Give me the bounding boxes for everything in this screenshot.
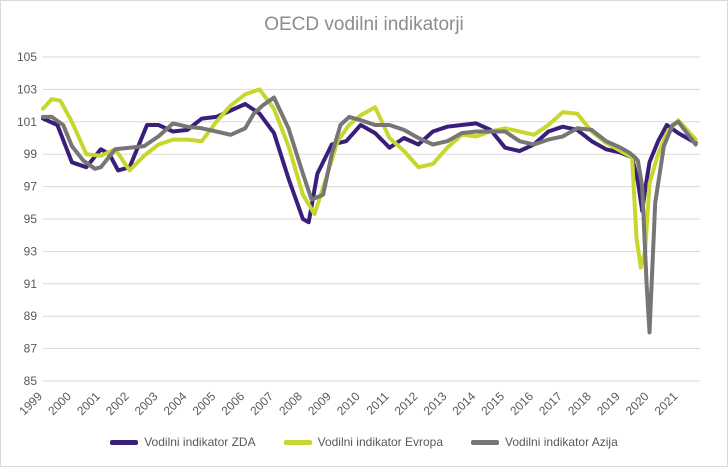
x-tick-label: 2001 — [74, 389, 103, 418]
legend-item-zda: Vodilni indikator ZDA — [110, 435, 256, 449]
y-tick-label: 93 — [24, 244, 38, 258]
x-tick-label: 2005 — [190, 389, 219, 418]
series-line-2 — [41, 95, 698, 335]
x-tick-label: 2016 — [507, 389, 536, 418]
x-tick-label: 2012 — [392, 389, 421, 418]
x-tick-label: 2013 — [421, 389, 450, 418]
y-tick-label: 99 — [24, 147, 38, 161]
x-tick-label: 2020 — [623, 389, 652, 418]
x-tick-label: 2019 — [594, 389, 623, 418]
legend-swatch-zda — [110, 439, 139, 445]
legend-swatch-evropa — [283, 439, 312, 445]
x-tick-label: 2018 — [565, 389, 594, 418]
x-tick-label: 2009 — [305, 389, 334, 418]
y-tick-label: 91 — [24, 277, 38, 291]
x-tick-label: 2021 — [652, 389, 681, 418]
x-tick-label: 1999 — [16, 389, 45, 418]
y-tick-label: 103 — [17, 82, 37, 96]
legend-label-zda: Vodilni indikator ZDA — [144, 435, 256, 449]
x-tick-label: 2014 — [450, 389, 479, 418]
legend-item-evropa: Vodilni indikator Evropa — [283, 435, 444, 449]
y-tick-label: 87 — [24, 342, 38, 356]
x-tick-label: 2011 — [364, 389, 392, 417]
x-tick-label: 2007 — [247, 389, 276, 418]
y-tick-label: 105 — [17, 50, 37, 64]
x-tick-label: 2008 — [276, 389, 305, 418]
legend-item-azija: Vodilni indikator Azija — [471, 435, 618, 449]
gridlines — [43, 56, 700, 382]
y-tick-label: 97 — [24, 180, 38, 194]
series-lines — [41, 87, 698, 335]
x-tick-label: 2000 — [45, 389, 74, 418]
x-tick-labels: 1999 2000 2001 2002 2003 2004 2005 2006 2007 2008… — [16, 389, 680, 418]
legend: Vodilni indikator ZDA Vodilni indikator … — [0, 435, 728, 449]
x-tick-label: 2003 — [132, 389, 161, 418]
x-tick-label: 2010 — [334, 389, 363, 418]
legend-label-evropa: Vodilni indikator Evropa — [317, 435, 444, 449]
x-tick-label: 2004 — [161, 389, 190, 418]
y-tick-label: 101 — [17, 115, 37, 129]
x-tick-label: 2002 — [103, 389, 132, 418]
x-tick-label: 2015 — [478, 389, 507, 418]
y-tick-label: 85 — [24, 374, 38, 388]
series-line-1 — [41, 87, 698, 270]
y-tick-label: 95 — [24, 212, 38, 226]
y-tick-label: 89 — [24, 309, 38, 323]
x-tick-label: 2017 — [536, 389, 565, 418]
legend-swatch-azija — [471, 439, 500, 445]
legend-label-azija: Vodilni indikator Azija — [505, 435, 618, 449]
chart-title: OECD vodilni indikatorji — [264, 14, 464, 35]
x-tick-label: 2006 — [218, 389, 247, 418]
y-tick-labels: 85 87 89 91 93 95 97 99 101 103 105 — [17, 50, 37, 388]
